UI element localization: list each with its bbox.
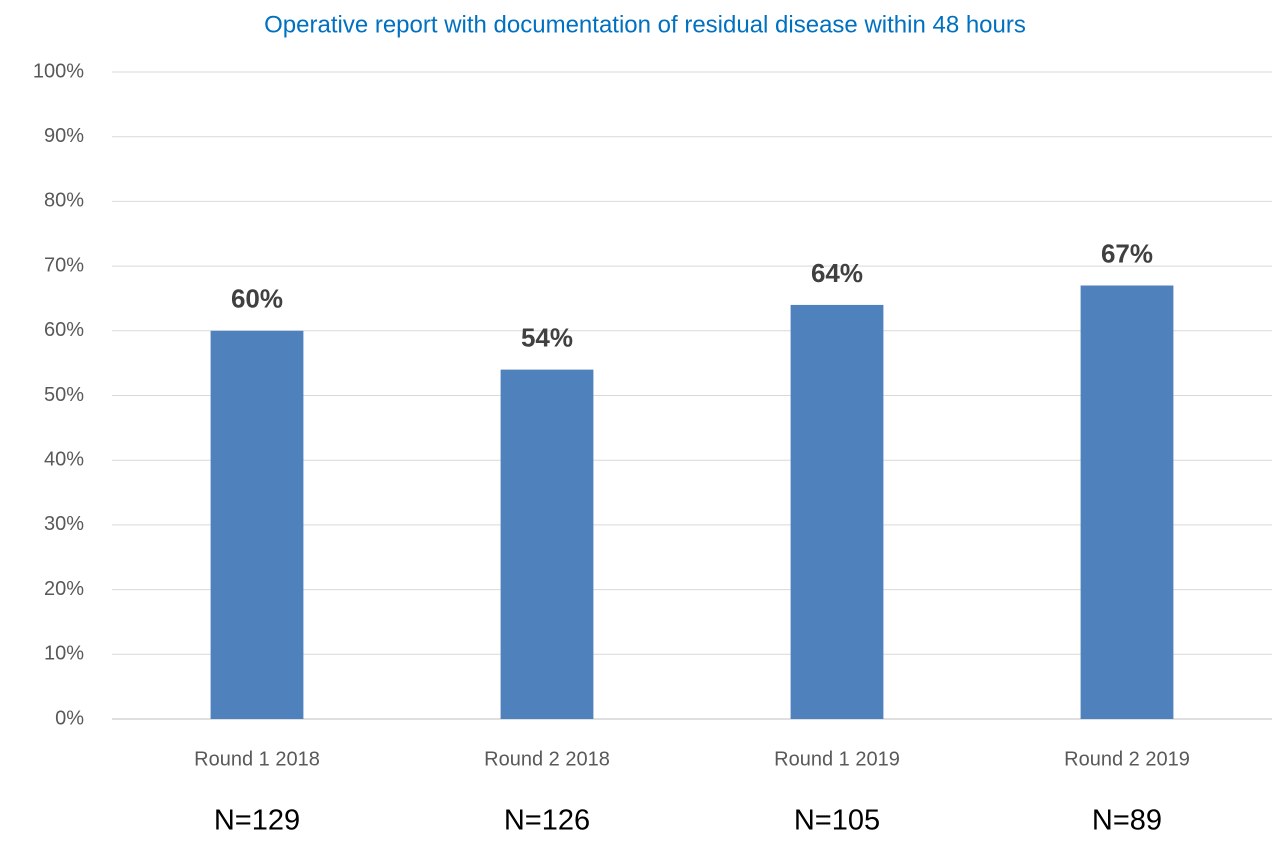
y-tick-label: 80% bbox=[44, 190, 84, 212]
annotation: N=89 bbox=[1092, 805, 1162, 837]
y-tick-label: 90% bbox=[44, 125, 84, 147]
x-tick-label: Round 2 2019 bbox=[1064, 748, 1190, 770]
chart-title: Operative report with documentation of r… bbox=[264, 11, 1026, 38]
bar bbox=[1080, 285, 1174, 719]
value-label: 64% bbox=[811, 258, 863, 288]
annotation: N=126 bbox=[504, 805, 590, 837]
y-tick-label: 60% bbox=[44, 319, 84, 341]
x-tick-label: Round 1 2019 bbox=[774, 748, 900, 770]
y-tick-label: 20% bbox=[44, 578, 84, 600]
x-tick-label: Round 2 2018 bbox=[484, 748, 610, 770]
y-tick-label: 0% bbox=[55, 707, 84, 729]
y-tick-label: 10% bbox=[44, 643, 84, 665]
annotation: N=105 bbox=[794, 805, 880, 837]
y-tick-label: 40% bbox=[44, 448, 84, 470]
y-tick-label: 30% bbox=[44, 513, 84, 535]
y-tick-label: 100% bbox=[33, 60, 84, 82]
value-label: 60% bbox=[231, 284, 283, 314]
value-label: 54% bbox=[521, 322, 573, 352]
annotation: N=129 bbox=[214, 805, 300, 837]
y-tick-label: 70% bbox=[44, 254, 84, 276]
value-label: 67% bbox=[1101, 238, 1153, 268]
y-tick-label: 50% bbox=[44, 384, 84, 406]
x-tick-label: Round 1 2018 bbox=[194, 748, 320, 770]
bar bbox=[210, 330, 304, 719]
bar bbox=[500, 369, 594, 719]
bar bbox=[790, 304, 884, 719]
